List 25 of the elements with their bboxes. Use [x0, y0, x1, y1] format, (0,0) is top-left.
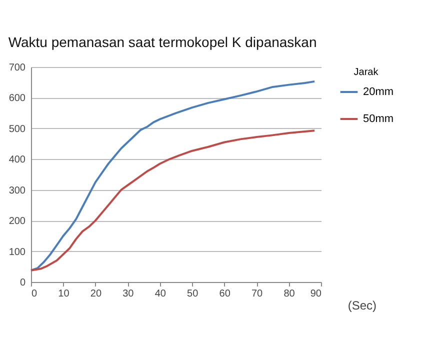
- x-tick-label: 10: [58, 288, 70, 300]
- y-tick-label: 600: [8, 93, 26, 104]
- x-tick-label: 0: [32, 288, 38, 300]
- y-tick-label: 100: [8, 246, 26, 258]
- line-series: [30, 80, 316, 272]
- x-tick-label: 40: [154, 288, 166, 300]
- legend-label: 20mm: [363, 86, 394, 98]
- x-tick-label: 90: [310, 288, 322, 300]
- y-tick-label: 0: [20, 278, 26, 288]
- chart-title: Waktu pemanasan saat termokopel K dipanaskan: [8, 34, 317, 50]
- x-tick-label: 60: [219, 288, 231, 300]
- x-tick-label: 70: [251, 288, 264, 300]
- y-tick-label: 200: [8, 216, 26, 228]
- line-series: [30, 130, 316, 272]
- x-tick-label: 80: [284, 288, 296, 300]
- y-tick-label: 500: [8, 124, 26, 135]
- y-tick-label: 300: [8, 185, 26, 196]
- x-tick-label: 30: [122, 288, 134, 300]
- legend-title: Jarak: [354, 67, 380, 78]
- y-tick-label: 400: [8, 154, 26, 166]
- x-tick-label: 20: [90, 288, 102, 300]
- legend-label: 50mm: [363, 113, 394, 125]
- y-tick-label: 700: [8, 62, 26, 74]
- x-axis-title: (Sec): [348, 298, 376, 312]
- x-tick-label: 50: [187, 288, 199, 300]
